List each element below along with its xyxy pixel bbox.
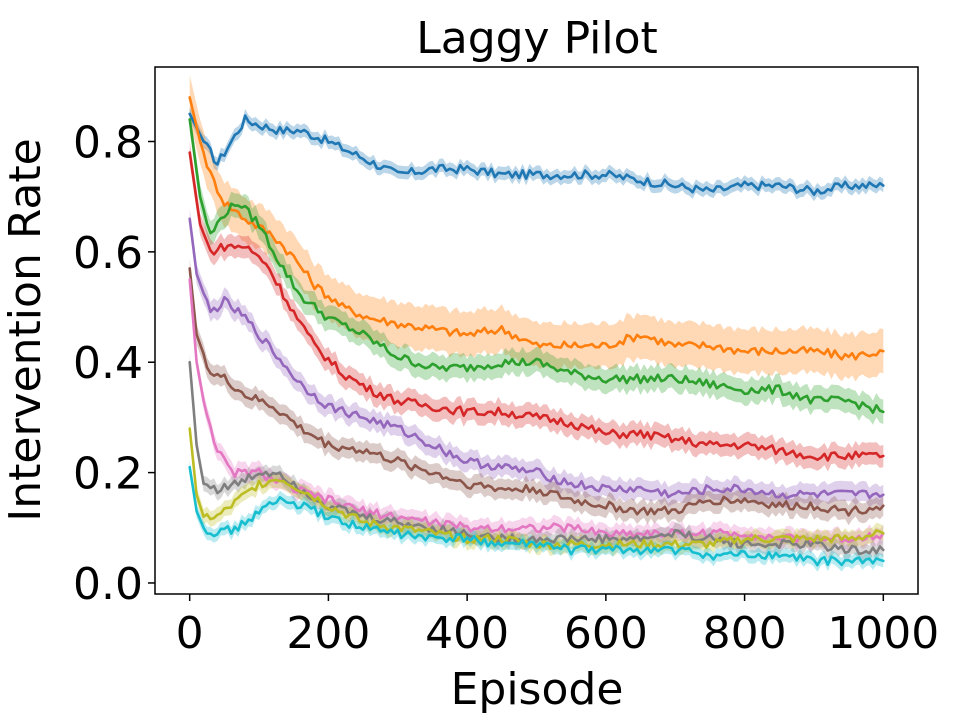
x-tick-label: 1000: [827, 608, 939, 659]
y-tick-label: 0.8: [73, 117, 143, 168]
x-tick-label: 800: [703, 608, 787, 659]
y-tick-label: 0.4: [73, 338, 143, 389]
series-6-line: [188, 267, 885, 517]
x-axis: 0 200 400 600 800 1000: [176, 594, 939, 659]
y-axis-label: Intervention Rate: [0, 138, 51, 521]
series-2-line: [188, 96, 885, 361]
y-tick-label: 0.6: [73, 228, 143, 279]
chart-title: Laggy Pilot: [416, 13, 658, 64]
y-tick-label: 0.0: [73, 559, 143, 610]
series-1-band: [189, 107, 884, 202]
plot-frame: [154, 66, 919, 595]
series-2-band: [189, 75, 884, 382]
series-6-band: [189, 258, 884, 526]
series-3-line: [188, 118, 885, 415]
series-7-line: [188, 278, 885, 544]
x-tick-label: 0: [176, 608, 204, 659]
y-axis: 0.0 0.2 0.4 0.6 0.8: [73, 117, 155, 610]
series-10-line: [188, 465, 885, 567]
series-4-band: [189, 141, 884, 472]
series-3-band: [189, 107, 884, 425]
x-axis-label: Episode: [451, 664, 624, 715]
series-5-line: [188, 217, 885, 500]
y-tick-label: 0.2: [73, 449, 143, 500]
x-tick-label: 200: [286, 608, 370, 659]
x-tick-label: 400: [425, 608, 509, 659]
series-1-line: [188, 112, 885, 196]
x-tick-label: 600: [564, 608, 648, 659]
series-layer: [188, 75, 885, 572]
series-4-line: [188, 151, 885, 462]
